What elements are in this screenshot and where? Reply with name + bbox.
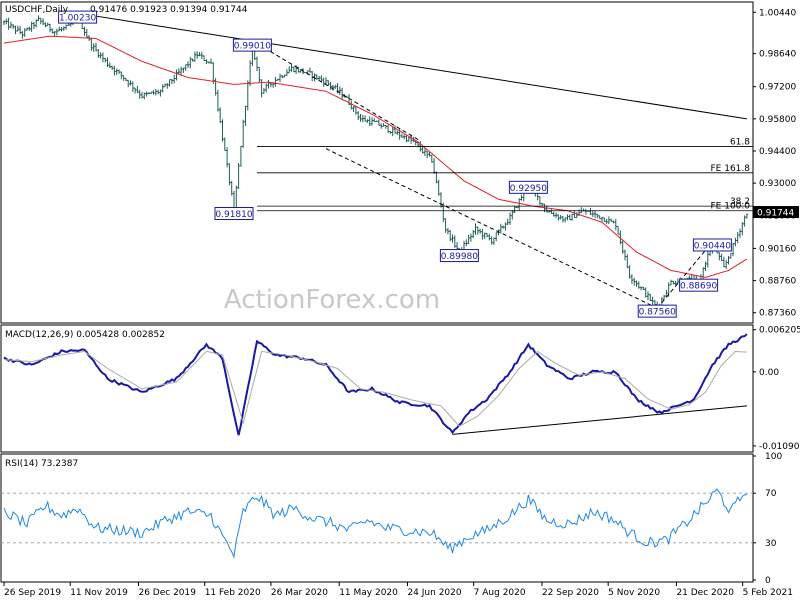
fib-level-label: FE 161.8 bbox=[711, 164, 751, 174]
x-axis-date-label: 22 Sep 2020 bbox=[542, 588, 599, 598]
macd-y-tick-label: 0.006205 bbox=[759, 326, 800, 336]
fib-level-label: FE 100.0 bbox=[711, 202, 751, 212]
trendline bbox=[325, 148, 658, 309]
fib-level-label: 38.2 bbox=[730, 197, 750, 207]
price-y-tick-label: 0.97200 bbox=[759, 83, 796, 93]
price-annotation-label: 0.91810 bbox=[215, 210, 252, 220]
price-annotation-label: 0.88690 bbox=[680, 282, 717, 292]
price-annotation-label: 0.99010 bbox=[234, 42, 271, 52]
rsi-y-tick-label: 100 bbox=[765, 452, 782, 462]
price-y-tick-label: 0.87360 bbox=[759, 309, 796, 319]
price-y-tick-label: 1.00440 bbox=[759, 8, 796, 18]
x-axis-date-label: 26 Dec 2019 bbox=[138, 588, 196, 598]
x-axis-date-label: 11 May 2020 bbox=[339, 588, 398, 598]
price-annotation-label: 0.90440 bbox=[694, 241, 731, 251]
macd-label: MACD(12,26,9) 0.005428 0.002852 bbox=[5, 330, 165, 340]
x-axis-date-label: 21 Dec 2020 bbox=[676, 588, 734, 598]
price-ohlc-values: 0.91476 0.91923 0.91394 0.91744 bbox=[90, 5, 248, 15]
price-annotation-box bbox=[692, 238, 732, 252]
price-y-tick-label: 0.88760 bbox=[759, 277, 796, 287]
price-annotation-box bbox=[679, 278, 719, 292]
x-axis-date-label: 24 Jun 2020 bbox=[407, 588, 461, 598]
price-y-tick-label: 0.90160 bbox=[759, 244, 796, 254]
price-annotation-label: 0.87560 bbox=[639, 308, 676, 318]
macd-y-tick-label: 0.00 bbox=[759, 368, 779, 378]
rsi-y-tick-label: 0 bbox=[765, 576, 771, 586]
macd-trendline bbox=[452, 405, 747, 435]
current-price-label: 0.91744 bbox=[757, 209, 794, 219]
rsi-label: RSI(14) 73.2387 bbox=[5, 459, 78, 469]
rsi-line bbox=[3, 488, 747, 559]
rsi-y-tick-label: 70 bbox=[765, 489, 777, 499]
x-axis-date-label: 11 Feb 2020 bbox=[205, 588, 261, 598]
rsi-panel bbox=[0, 453, 754, 583]
price-panel bbox=[0, 1, 754, 324]
moving-average-line bbox=[3, 35, 748, 278]
price-annotation-label: 0.92950 bbox=[510, 184, 547, 194]
price-symbol-label: USDCHF,Daily bbox=[5, 5, 69, 15]
price-annotation-label: 0.89980 bbox=[441, 252, 478, 262]
rsi-y-tick-label: 30 bbox=[765, 539, 777, 549]
price-annotation-box bbox=[637, 304, 677, 318]
trendline bbox=[77, 12, 747, 120]
x-axis-date-label: 7 Aug 2020 bbox=[474, 588, 526, 598]
watermark: ActionForex.com bbox=[224, 285, 440, 315]
price-annotation-box bbox=[214, 207, 254, 221]
x-axis-date-label: 5 Feb 2021 bbox=[743, 588, 793, 598]
macd-panel bbox=[0, 324, 754, 453]
x-axis-date-label: 26 Mar 2020 bbox=[271, 588, 328, 598]
price-annotation-box bbox=[58, 10, 98, 24]
fib-level-label: 61.8 bbox=[730, 137, 750, 147]
price-y-tick-label: 0.95800 bbox=[759, 115, 796, 125]
price-annotation-box bbox=[439, 249, 479, 263]
macd-signal-line bbox=[3, 350, 747, 427]
price-annotation-label: 1.00230 bbox=[59, 14, 96, 24]
price-annotation-box bbox=[232, 38, 272, 52]
trendline bbox=[656, 241, 713, 309]
x-axis-date-label: 26 Sep 2019 bbox=[4, 588, 61, 598]
price-annotation-box bbox=[508, 180, 548, 194]
current-price-marker bbox=[753, 206, 799, 219]
x-axis-date-label: 5 Nov 2020 bbox=[608, 588, 660, 598]
x-axis-date-label: 11 Nov 2019 bbox=[70, 588, 128, 598]
price-y-tick-label: 0.93000 bbox=[759, 179, 796, 189]
price-y-tick-label: 0.98640 bbox=[759, 50, 796, 60]
price-y-tick-label: 0.94400 bbox=[759, 147, 796, 157]
